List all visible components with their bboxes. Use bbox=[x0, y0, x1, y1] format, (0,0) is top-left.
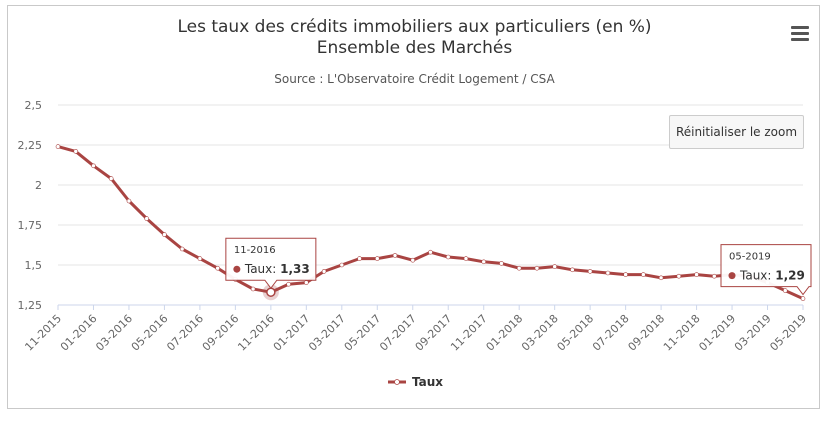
data-point[interactable] bbox=[339, 262, 345, 268]
x-tick-label: 11-2017 bbox=[448, 312, 490, 354]
data-point[interactable] bbox=[499, 261, 504, 266]
x-axis: 11-201501-201603-201605-201607-201609-20… bbox=[22, 305, 809, 354]
x-tick-label: 09-2017 bbox=[413, 312, 455, 354]
x-tick-label: 09-2018 bbox=[626, 312, 668, 354]
data-point[interactable] bbox=[179, 246, 185, 252]
data-point[interactable] bbox=[144, 216, 149, 221]
data-point[interactable] bbox=[374, 256, 380, 261]
x-tick-label: 07-2017 bbox=[377, 312, 419, 354]
x-tick-label: 05-2018 bbox=[555, 312, 597, 354]
x-tick-label: 01-2018 bbox=[484, 312, 526, 354]
data-point[interactable] bbox=[357, 256, 362, 261]
data-point[interactable] bbox=[286, 281, 291, 287]
data-point[interactable] bbox=[481, 259, 487, 265]
tooltip-label: Taux: 1,29 bbox=[739, 269, 805, 283]
reset-zoom-button[interactable]: Réinitialiser le zoom bbox=[669, 115, 804, 149]
tooltips: 11-2016 Taux: 1,33 05-2019 Taux: 1,29 bbox=[225, 237, 812, 301]
chart-subtitle: Source : L'Observatoire Crédit Logement … bbox=[274, 72, 555, 86]
y-tick-label: 1,5 bbox=[25, 259, 43, 272]
data-point[interactable] bbox=[694, 272, 699, 277]
y-axis: 1,25 1,5 1,75 2 2,25 2,5 bbox=[18, 99, 43, 312]
data-point[interactable] bbox=[304, 280, 309, 285]
data-point[interactable] bbox=[641, 272, 646, 277]
data-point[interactable] bbox=[126, 198, 132, 204]
data-point[interactable] bbox=[587, 269, 593, 274]
data-point[interactable] bbox=[782, 288, 788, 293]
x-tick-label: 11-2018 bbox=[661, 312, 703, 354]
data-point[interactable] bbox=[73, 149, 79, 154]
x-tick-label: 05-2017 bbox=[342, 312, 384, 354]
data-point[interactable] bbox=[800, 296, 806, 301]
chart-title: Les taux des crédits immobiliers aux par… bbox=[0, 17, 829, 59]
data-point[interactable] bbox=[658, 275, 664, 281]
grid-lines bbox=[58, 104, 803, 306]
tooltip-bullet bbox=[728, 272, 736, 280]
x-tick-label: 01-2017 bbox=[271, 312, 313, 354]
x-tick-label: 03-2016 bbox=[93, 312, 135, 354]
x-tick-label: 11-2015 bbox=[22, 312, 64, 354]
data-point[interactable] bbox=[162, 232, 167, 237]
chart-title-line-1: Les taux des crédits immobiliers aux par… bbox=[177, 17, 652, 37]
chart-title-line-2: Ensemble des Marchés bbox=[316, 38, 513, 58]
data-point[interactable] bbox=[91, 163, 96, 169]
tooltip-value: 1,33 bbox=[280, 262, 310, 276]
x-tick-label: 03-2019 bbox=[732, 312, 774, 354]
x-tick-label: 01-2019 bbox=[696, 312, 738, 354]
tooltip-date: 05-2019 bbox=[729, 252, 771, 263]
tooltip-label: Taux: 1,33 bbox=[244, 262, 310, 276]
data-point[interactable] bbox=[516, 265, 522, 271]
data-point[interactable] bbox=[197, 256, 203, 261]
data-point[interactable] bbox=[552, 264, 557, 269]
data-point[interactable] bbox=[215, 265, 220, 271]
tooltip: 05-2019 Taux: 1,29 bbox=[720, 244, 812, 296]
data-point[interactable] bbox=[321, 269, 327, 274]
tooltip-box bbox=[720, 244, 812, 296]
legend-marker[interactable] bbox=[394, 379, 400, 385]
y-tick-label: 2,25 bbox=[18, 139, 43, 152]
chart-container bbox=[7, 5, 820, 409]
tooltip-value: 1,29 bbox=[775, 269, 805, 283]
data-point[interactable] bbox=[108, 176, 114, 181]
legend-label[interactable]: Taux bbox=[412, 375, 443, 389]
data-point[interactable] bbox=[55, 144, 61, 149]
data-point[interactable] bbox=[676, 273, 682, 279]
y-tick-label: 1,75 bbox=[18, 219, 43, 232]
x-tick-label: 03-2018 bbox=[519, 312, 561, 354]
x-tick-label: 05-2016 bbox=[129, 312, 171, 354]
series-line bbox=[57, 145, 804, 300]
tooltip-date: 11-2016 bbox=[234, 245, 276, 256]
data-point[interactable] bbox=[445, 254, 451, 260]
data-point[interactable] bbox=[570, 267, 575, 273]
x-tick-label: 11-2016 bbox=[235, 312, 277, 354]
y-tick-label: 2,5 bbox=[25, 99, 43, 112]
tooltip-bullet bbox=[233, 265, 241, 273]
x-tick-label: 01-2016 bbox=[58, 312, 100, 354]
y-tick-label: 2 bbox=[35, 179, 42, 192]
series-taux bbox=[55, 144, 806, 301]
data-point[interactable] bbox=[428, 249, 433, 255]
hamburger-menu-icon[interactable] bbox=[791, 26, 809, 42]
data-point[interactable] bbox=[605, 270, 611, 276]
x-tick-label: 07-2016 bbox=[164, 312, 206, 354]
x-tick-label: 03-2017 bbox=[306, 312, 348, 354]
y-tick-label: 1,25 bbox=[18, 299, 43, 312]
data-point[interactable] bbox=[712, 273, 717, 279]
x-tick-label: 09-2016 bbox=[200, 312, 242, 354]
hover-point bbox=[266, 287, 276, 297]
data-point[interactable] bbox=[410, 257, 416, 263]
tooltip: 11-2016 Taux: 1,33 bbox=[225, 237, 317, 301]
x-tick-label: 07-2018 bbox=[590, 312, 632, 354]
legend[interactable]: Taux bbox=[388, 375, 443, 389]
tooltip-box bbox=[225, 237, 317, 290]
data-point[interactable] bbox=[250, 286, 256, 292]
data-point[interactable] bbox=[534, 265, 540, 271]
data-point[interactable] bbox=[463, 256, 469, 261]
data-point[interactable] bbox=[392, 253, 398, 258]
x-tick-label: 05-2019 bbox=[767, 312, 809, 354]
data-point[interactable] bbox=[623, 272, 628, 277]
